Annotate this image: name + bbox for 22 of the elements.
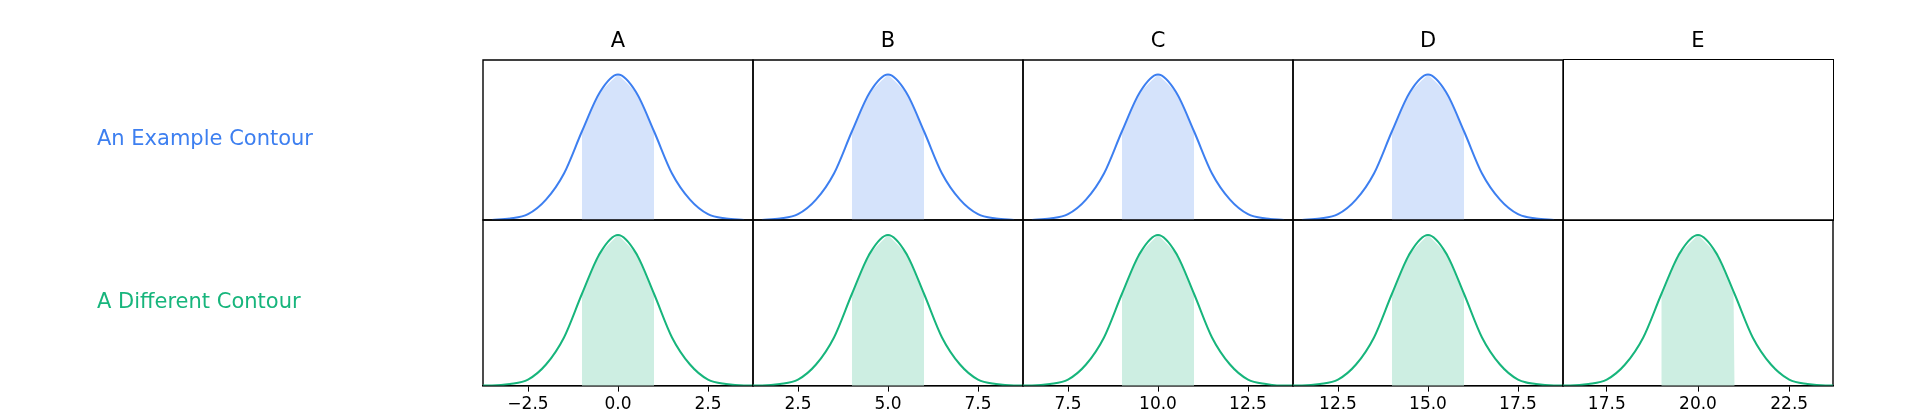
x-tick-label: 17.5 bbox=[1499, 393, 1538, 414]
x-tick-label: 20.0 bbox=[1679, 393, 1718, 414]
x-tick-label: 22.5 bbox=[1770, 393, 1809, 414]
text: E bbox=[1691, 27, 1705, 52]
x-tick-label: 0.0 bbox=[603, 393, 632, 414]
x-tick-label: 12.5 bbox=[1228, 393, 1267, 414]
x-tick-label: 10.0 bbox=[1138, 393, 1177, 414]
text: A Different Contour bbox=[96, 289, 301, 314]
x-tick-label: 2.5 bbox=[693, 393, 722, 414]
x-tick-label: −2.5 bbox=[506, 393, 549, 414]
x-tick-label: 7.5 bbox=[964, 393, 992, 414]
chart-title: B bbox=[880, 27, 895, 52]
x-tick-label: 17.5 bbox=[1588, 393, 1627, 414]
chart-title: C bbox=[1150, 27, 1166, 52]
x-tick-label: 5.0 bbox=[874, 393, 902, 414]
x-tick-label: 2.5 bbox=[784, 393, 812, 414]
x-tick-label: 15.0 bbox=[1409, 393, 1448, 414]
x-tick-label: 7.5 bbox=[1054, 393, 1082, 414]
text: An Example Contour bbox=[96, 126, 313, 151]
x-tick-label: 12.5 bbox=[1319, 393, 1358, 414]
chart-title: D bbox=[1420, 27, 1437, 52]
chart-title: A bbox=[610, 27, 626, 52]
